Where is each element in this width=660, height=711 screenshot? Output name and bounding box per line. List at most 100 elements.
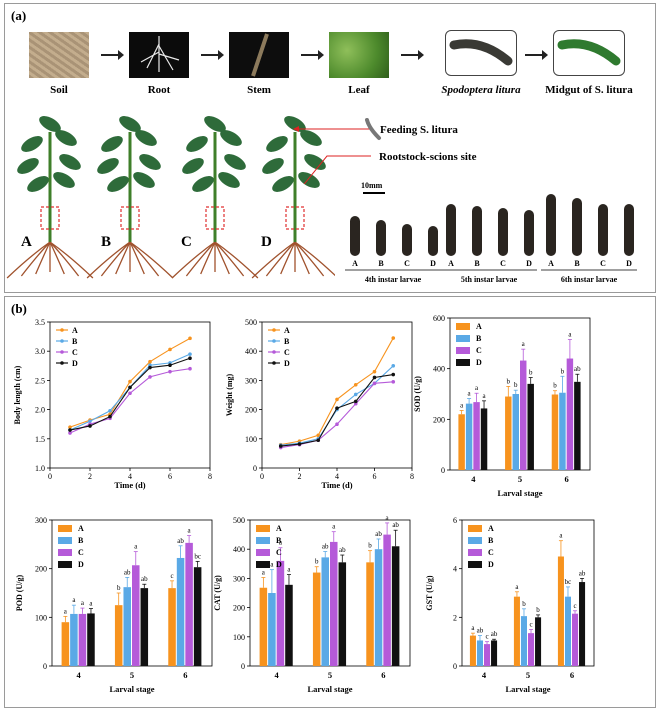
x-tick-label: 0	[48, 472, 52, 481]
x-tick-label: 5	[130, 670, 134, 680]
data-point-D	[168, 363, 172, 368]
data-point-D	[372, 375, 377, 380]
flow-arrow	[101, 50, 124, 60]
legend-swatch-B	[468, 537, 482, 544]
data-point-C	[372, 381, 377, 386]
y-tick-label: 100	[35, 613, 47, 622]
bar-A	[168, 588, 176, 666]
bar-B	[123, 587, 131, 666]
bar-B	[268, 593, 276, 666]
data-point-C	[335, 422, 339, 426]
legend-swatch-C	[468, 549, 482, 556]
y-tick-label: 0	[441, 466, 445, 475]
bar-C	[78, 613, 87, 666]
chart-0: 1.0 1.5 2.0 2.5 3.0 3.5 Body length (cm) Time (…	[13, 318, 212, 490]
legend-label-A: A	[78, 524, 84, 533]
panel-a-label: (a)	[11, 8, 27, 23]
y-tick-label: 0	[43, 662, 47, 671]
leaf	[284, 116, 306, 132]
legend-label-D: D	[476, 358, 482, 367]
y-axis-label: POD (U/g)	[15, 575, 24, 612]
data-point-A	[316, 433, 321, 438]
y-tick-label: 500	[245, 318, 257, 327]
y-tick-label: 300	[245, 376, 257, 385]
significance-letter: ab	[322, 543, 329, 551]
root	[214, 241, 230, 275]
data-point-A	[188, 336, 192, 341]
leaf	[224, 154, 246, 170]
root-image	[129, 32, 189, 78]
data-point-D	[188, 356, 192, 361]
significance-letter: ab	[477, 627, 484, 635]
instar-label: 6th instar larvae	[561, 275, 618, 284]
plant-label-d: D	[261, 234, 272, 250]
root	[49, 241, 80, 277]
data-point-A	[148, 359, 152, 364]
significance-letter: c	[170, 572, 173, 580]
significance-letter: b	[368, 542, 372, 550]
larva	[598, 204, 608, 256]
legend-label-A: A	[72, 326, 78, 335]
legend-label-B: B	[488, 536, 494, 545]
leaf	[139, 154, 161, 170]
root	[294, 241, 335, 277]
larva-drawing	[449, 39, 513, 66]
feeding-annotation: Feeding S. litura	[380, 124, 458, 136]
larva	[572, 198, 582, 256]
x-tick-label: 4	[128, 472, 132, 481]
y-axis-label: Weight (mg)	[225, 373, 234, 416]
significance-letter: a	[559, 532, 563, 540]
y-tick-label: 1.5	[35, 435, 45, 444]
bar-D	[527, 383, 534, 470]
bar-B	[559, 392, 566, 470]
legend-swatch-A	[256, 525, 270, 532]
y-axis-label: Body length (cm)	[13, 365, 22, 424]
x-tick-label: 4	[482, 670, 487, 680]
legend-marker-A	[272, 328, 276, 332]
y-tick-label: 600	[433, 314, 445, 323]
x-tick-label: 5	[518, 474, 522, 484]
legend-label-D: D	[78, 560, 84, 569]
significance-letter: c	[573, 602, 576, 610]
bar-D	[574, 381, 581, 470]
legend-label-C: C	[284, 348, 290, 357]
bar-C	[132, 565, 140, 666]
bar-C	[276, 560, 285, 666]
series-line-A	[280, 337, 394, 446]
legend-label-C: C	[78, 548, 84, 557]
data-point-B	[391, 364, 396, 368]
significance-letter: a	[460, 401, 464, 409]
legend-swatch-D	[256, 561, 270, 568]
legend-marker-C	[60, 350, 64, 354]
leaf	[266, 136, 288, 152]
y-axis-label: GST (U/g)	[425, 575, 434, 611]
legend-swatch-B	[456, 335, 470, 342]
data-point-C	[168, 369, 172, 374]
bar-A	[469, 635, 476, 666]
legend-swatch-C	[256, 549, 270, 556]
legend-swatch-A	[468, 525, 482, 532]
data-point-C	[188, 366, 192, 371]
plant	[86, 116, 174, 279]
bar-B	[476, 640, 483, 666]
root-drawing	[140, 36, 180, 72]
plant-label-b: B	[101, 234, 112, 250]
bar-D	[87, 613, 95, 666]
data-point-D	[316, 438, 321, 443]
root	[35, 241, 51, 275]
root	[100, 241, 131, 277]
bar-D	[535, 617, 542, 666]
significance-letter: a	[279, 539, 283, 547]
bar-B	[512, 394, 519, 470]
data-point-D	[148, 365, 152, 370]
plant	[251, 116, 335, 279]
significance-letter: a	[188, 527, 192, 535]
significance-letter: b	[507, 377, 511, 385]
larva-letter: B	[574, 259, 580, 268]
x-tick-label: 4	[335, 472, 339, 481]
larva-letter: B	[378, 259, 384, 268]
significance-letter: ab	[141, 575, 148, 583]
series-line-C	[69, 368, 191, 434]
root	[49, 241, 94, 279]
significance-letter: ab	[124, 568, 131, 576]
